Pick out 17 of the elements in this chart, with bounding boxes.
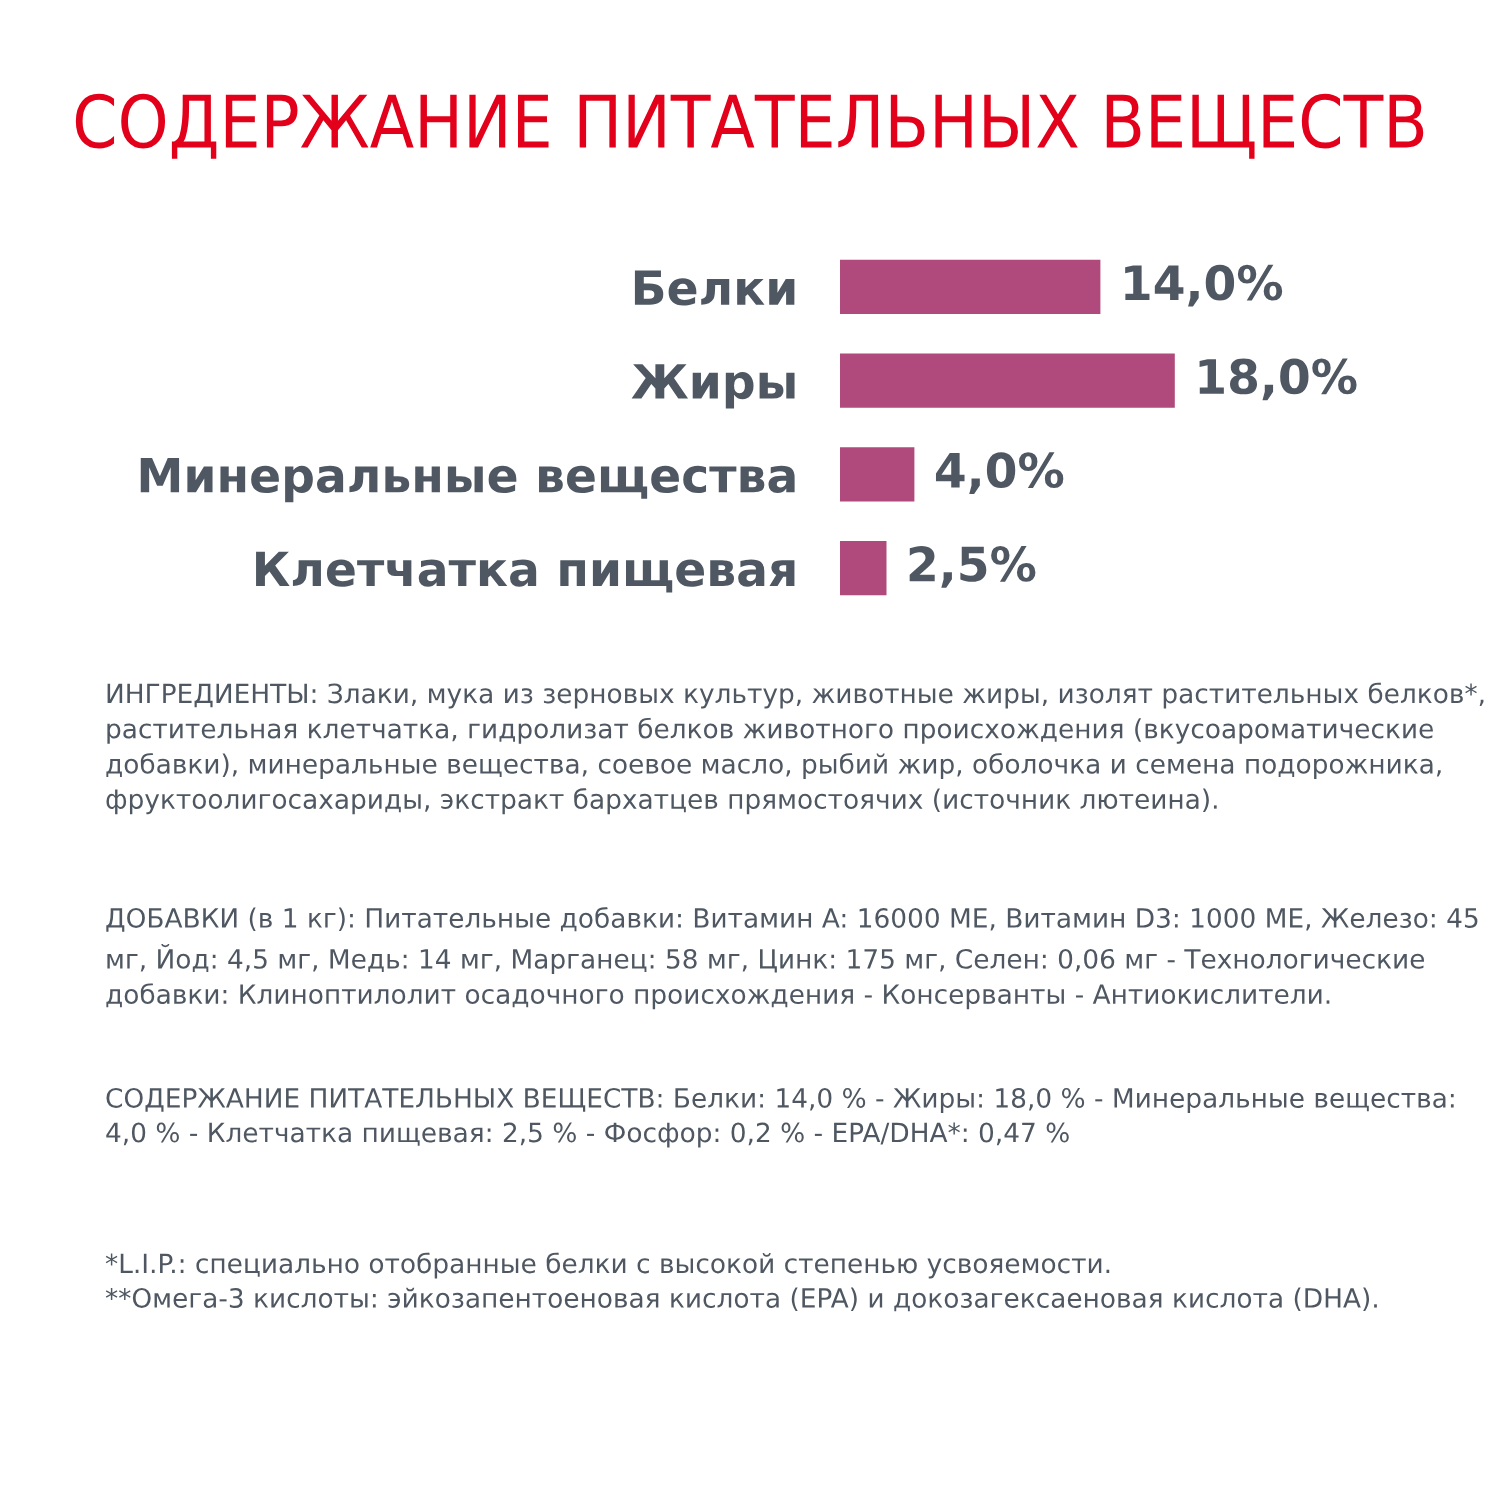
data-label: 18,0% — [1199, 358, 1357, 401]
bar — [840, 540, 887, 596]
text: ДОБАВКИ (в 1 кг): Питательные добавки: Витамин A: 16000 МЕ, Витамин D3: 1000 МЕ, Железо: 45 мг, Йод: 4,5 мг, Медь: 14 мг, Марганец: 58 мг, Цинк: 175 мг, Селен: 0,06 мг - Технологические добавки: Клиноптилолит осадочного происхождения - Консерванты - Антиокислители. — [106, 907, 1478, 1010]
bar — [840, 353, 1175, 408]
text: ИНГРЕДИЕНТЫ: Злаки, мука из зерновых культур, животные жиры, изолят растительных белков*, растительная клетчатка, гидролизат белков животного происхождения (вкусоароматические добавки), минеральные вещества, соевое масло, рыбий жир, оболочка и семена подорожника, фруктоолигосахариды, экстракт бархатцев прямостоячих (источник лютеина). — [106, 682, 1484, 815]
chart-title: СОДЕРЖАНИЕ ПИТАТЕЛЬНЫХ ВЕЩЕСТВ — [75, 93, 1424, 159]
bar — [840, 447, 915, 502]
text: СОДЕРЖАНИЕ ПИТАТЕЛЬНЫХ ВЕЩЕСТВ: Белки: 14,0 % - Жиры: 18,0 % - Минеральные вещества: 4,0 % - Клетчатка пищевая: 2,5 % - Фосфор: 0,2 % - EPA/DHA*: 0,47 % — [106, 1087, 1454, 1148]
y-tick-label: Белки — [634, 270, 795, 306]
data-label: 2,5% — [909, 546, 1036, 588]
y-tick-label: Жиры — [631, 364, 795, 409]
data-label: 4,0% — [935, 452, 1064, 495]
y-tick-label: Клетчатка пищевая — [256, 551, 795, 593]
text: *L.I.P.: специально отобранные белки с высокой степенью усвояемости. **Омега-3 кислоты: эйкозапентоеновая кислота (EPA) и докозагексаеновая кислота (DHA). — [105, 1252, 1377, 1312]
bar — [840, 259, 1101, 315]
data-label: 14,0% — [1125, 264, 1283, 307]
y-tick-label: Минеральные вещества — [140, 457, 795, 503]
